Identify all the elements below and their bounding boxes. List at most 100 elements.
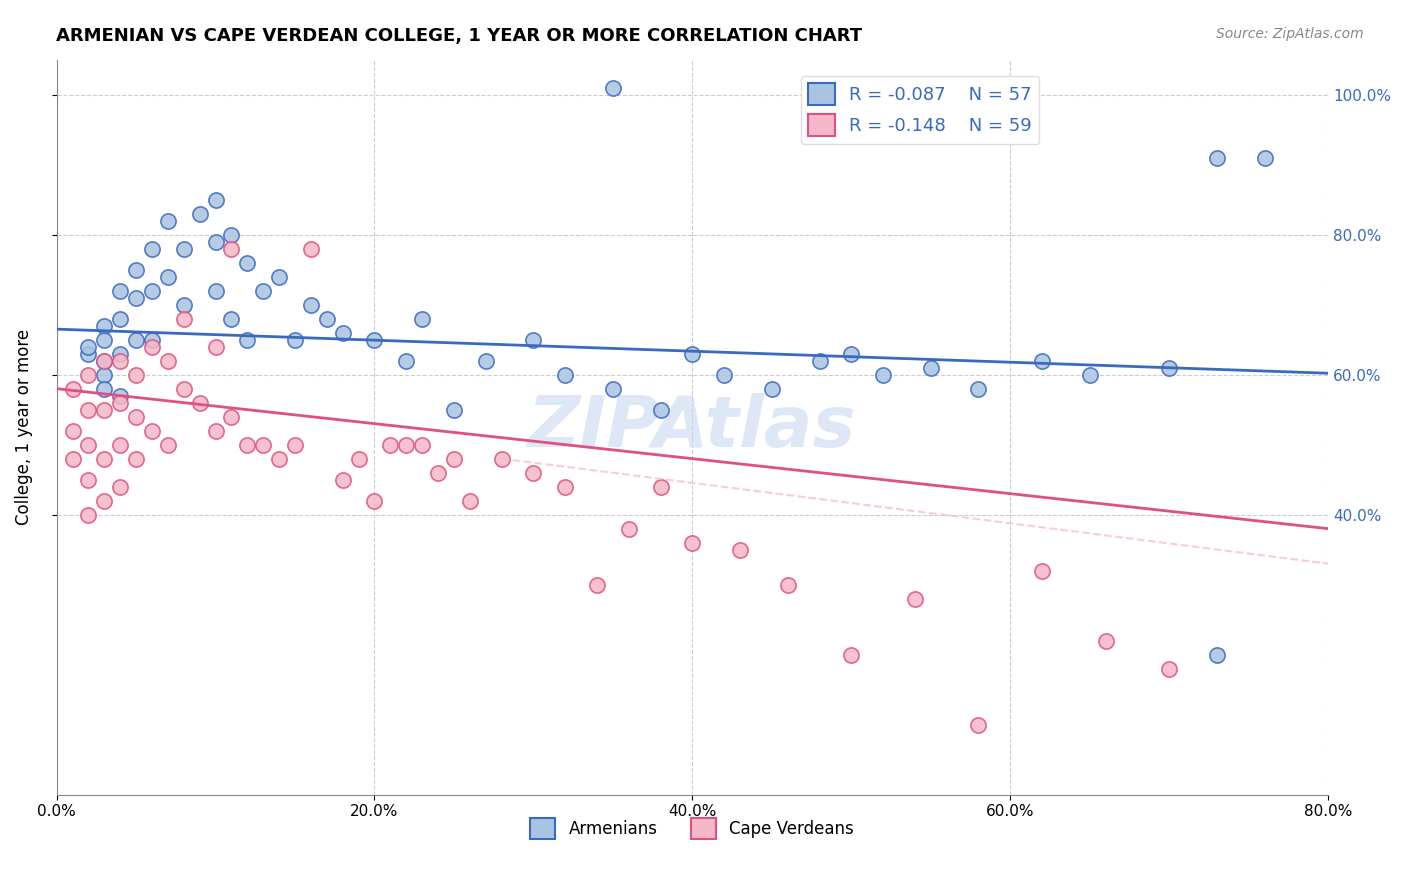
Point (728, 542, 751, 557)
Point (602, 382, 624, 396)
Point (522, 333, 544, 347)
Point (252, 437, 274, 451)
Text: ARMENIAN VS CAPE VERDEAN COLLEGE, 1 YEAR OR MORE CORRELATION CHART: ARMENIAN VS CAPE VERDEAN COLLEGE, 1 YEAR… (56, 27, 862, 45)
Point (299, 242, 322, 256)
Point (776, 577, 799, 591)
Point (872, 368, 894, 382)
Point (522, 466, 544, 480)
Point (1094, 633, 1116, 648)
Point (108, 480, 131, 494)
Point (141, 284, 163, 298)
Point (173, 298, 195, 312)
Point (713, 368, 735, 382)
Point (93, 368, 115, 382)
Point (125, 262, 148, 277)
Point (93, 451, 115, 466)
Point (967, 717, 990, 731)
Point (141, 340, 163, 354)
Point (221, 227, 243, 242)
Point (395, 353, 418, 368)
Point (1253, 151, 1275, 165)
Point (141, 333, 163, 347)
Point (586, 577, 609, 591)
Point (141, 424, 163, 438)
Point (315, 311, 337, 326)
Point (602, 80, 624, 95)
Point (761, 382, 783, 396)
Point (839, 648, 862, 662)
Point (427, 466, 450, 480)
Point (62, 382, 84, 396)
Point (93, 382, 115, 396)
Point (236, 333, 259, 347)
Point (204, 235, 226, 249)
Point (93, 353, 115, 368)
Point (108, 284, 131, 298)
Point (904, 591, 927, 606)
Point (173, 382, 195, 396)
Point (156, 353, 179, 368)
Point (204, 424, 226, 438)
Point (269, 451, 291, 466)
Point (77, 340, 100, 354)
Point (204, 340, 226, 354)
Point (108, 311, 131, 326)
Point (347, 451, 370, 466)
Point (221, 242, 243, 256)
Point (1205, 648, 1227, 662)
Point (554, 480, 576, 494)
Point (93, 333, 115, 347)
Point (93, 402, 115, 417)
Text: ZIPAtlas: ZIPAtlas (529, 392, 856, 462)
Point (269, 269, 291, 284)
Point (93, 493, 115, 508)
Point (1159, 360, 1181, 375)
Point (156, 213, 179, 227)
Point (77, 346, 100, 360)
Point (1031, 564, 1053, 578)
Point (108, 437, 131, 451)
Point (77, 473, 100, 487)
Point (141, 242, 163, 256)
Point (62, 451, 84, 466)
Point (77, 437, 100, 451)
Point (77, 402, 100, 417)
Point (77, 368, 100, 382)
Point (1031, 353, 1053, 368)
Point (363, 333, 385, 347)
Point (380, 437, 402, 451)
Point (125, 451, 148, 466)
Point (108, 395, 131, 409)
Point (108, 353, 131, 368)
Point (458, 493, 481, 508)
Point (617, 522, 640, 536)
Point (363, 493, 385, 508)
Point (411, 311, 433, 326)
Point (221, 311, 243, 326)
Point (332, 326, 354, 340)
Point (395, 437, 418, 451)
Point (62, 424, 84, 438)
Point (173, 242, 195, 256)
Point (967, 382, 990, 396)
Point (491, 451, 513, 466)
Point (125, 291, 148, 305)
Point (93, 318, 115, 333)
Point (125, 333, 148, 347)
Point (156, 437, 179, 451)
Point (156, 269, 179, 284)
Point (808, 353, 831, 368)
Point (839, 346, 862, 360)
Point (93, 353, 115, 368)
Point (681, 535, 703, 549)
Point (284, 437, 307, 451)
Point (125, 409, 148, 424)
Point (920, 360, 942, 375)
Point (204, 284, 226, 298)
Point (1205, 151, 1227, 165)
Point (681, 346, 703, 360)
Point (284, 333, 307, 347)
Point (236, 437, 259, 451)
Point (252, 284, 274, 298)
Point (443, 451, 465, 466)
